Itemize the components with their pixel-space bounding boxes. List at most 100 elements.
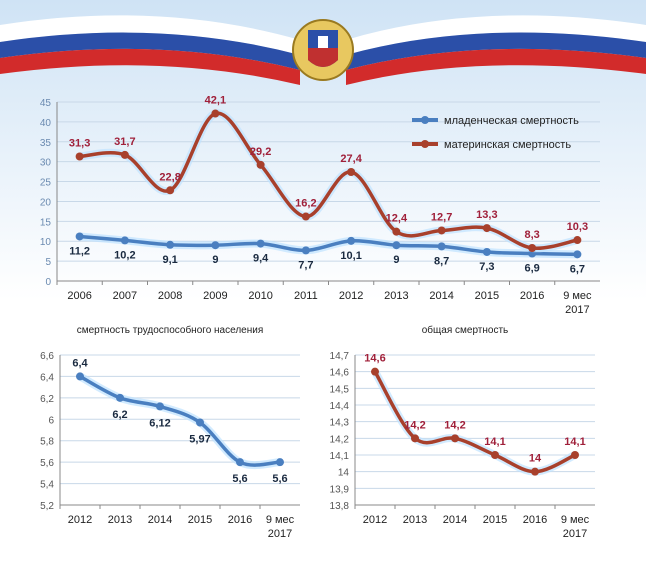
data-label: 6,12 xyxy=(149,417,170,429)
x-tick-label: 2007 xyxy=(113,290,137,302)
data-label: 5,97 xyxy=(189,434,210,446)
x-tick-label: 2016 xyxy=(523,514,547,526)
flag-ribbon xyxy=(0,15,646,85)
legend-label: материнская смертность xyxy=(444,139,571,151)
y-tick-label: 0 xyxy=(45,277,51,288)
data-label: 9,1 xyxy=(162,254,177,266)
coat-of-arms-emblem xyxy=(292,19,354,81)
chart-0: 0 5 10 15 20 25 30 35 40 45 2006 2007 2008 2009 2010 20… xyxy=(40,95,600,316)
y-tick-label: 14 xyxy=(338,468,350,479)
y-tick-label: 6,6 xyxy=(40,351,54,362)
data-point xyxy=(392,241,401,250)
data-point xyxy=(437,242,446,251)
x-tick-label: 2015 xyxy=(188,514,212,526)
y-tick-label: 5,4 xyxy=(40,480,54,491)
x-tick-label: 2008 xyxy=(158,290,182,302)
y-tick-label: 20 xyxy=(40,197,52,208)
x-tick-label: 2013 xyxy=(403,514,427,526)
x-tick-label: 9 мес xyxy=(561,514,590,526)
x-tick-label: 2014 xyxy=(429,290,453,302)
x-tick-label: 9 мес xyxy=(563,290,592,302)
data-label: 31,7 xyxy=(114,136,135,148)
data-label: 6,9 xyxy=(524,263,539,275)
series-glow xyxy=(78,372,281,470)
x-tick-label: 2012 xyxy=(363,514,387,526)
y-tick-label: 15 xyxy=(40,217,52,228)
y-tick-label: 13,8 xyxy=(330,501,350,512)
x-tick-label: 2010 xyxy=(248,290,272,302)
data-point xyxy=(256,239,265,248)
data-label: 14,6 xyxy=(364,353,385,365)
x-tick-label: 2013 xyxy=(384,290,408,302)
data-point xyxy=(437,226,446,235)
data-label: 10,1 xyxy=(340,250,361,262)
legend-label: младенческая смертность xyxy=(444,115,579,127)
x-tick-label: 2012 xyxy=(339,290,363,302)
x-tick-label: 2017 xyxy=(563,528,587,540)
x-tick-label: 2011 xyxy=(294,290,318,302)
legend-marker xyxy=(421,116,429,124)
data-point xyxy=(156,402,164,411)
data-point xyxy=(196,418,204,427)
data-label: 8,3 xyxy=(524,229,539,241)
chart-2: общая смертность 13,8 13,9 14 14,1 14,2 14,3 14… xyxy=(330,324,595,540)
data-label: 42,1 xyxy=(205,95,226,107)
y-tick-label: 5,8 xyxy=(40,437,54,448)
data-point xyxy=(75,152,84,161)
x-tick-label: 9 мес xyxy=(266,514,295,526)
y-tick-label: 14,7 xyxy=(330,351,350,362)
data-point xyxy=(573,236,582,245)
data-point xyxy=(211,109,220,118)
data-label: 14,1 xyxy=(564,436,585,448)
data-label: 29,2 xyxy=(250,146,271,158)
data-label: 22,8 xyxy=(159,171,180,183)
data-label: 12,7 xyxy=(431,211,452,223)
data-label: 14,2 xyxy=(404,419,425,431)
y-tick-label: 10 xyxy=(40,237,52,248)
data-point xyxy=(301,246,310,255)
x-tick-label: 2012 xyxy=(68,514,92,526)
chart-title: общая смертность xyxy=(422,324,509,336)
data-point xyxy=(166,240,175,249)
data-point xyxy=(301,212,310,221)
y-tick-label: 45 xyxy=(40,98,52,109)
x-tick-label: 2009 xyxy=(203,290,227,302)
y-tick-label: 6,4 xyxy=(40,372,54,383)
data-label: 14,2 xyxy=(444,419,465,431)
y-tick-label: 14,2 xyxy=(330,434,350,445)
data-label: 5,6 xyxy=(272,473,287,485)
data-point xyxy=(166,186,175,195)
chart-title: смертность трудоспособного населения xyxy=(77,324,264,336)
data-label: 6,4 xyxy=(72,357,88,369)
x-tick-label: 2015 xyxy=(475,290,499,302)
data-label: 10,3 xyxy=(567,221,588,233)
y-tick-label: 14,5 xyxy=(330,384,350,395)
data-point xyxy=(411,434,419,443)
data-label: 6,7 xyxy=(570,263,585,275)
data-label: 11,2 xyxy=(69,245,90,257)
y-tick-label: 5,2 xyxy=(40,501,54,512)
data-point xyxy=(531,467,539,476)
data-label: 14 xyxy=(529,453,542,465)
data-point xyxy=(276,458,284,467)
data-label: 9 xyxy=(393,254,399,266)
x-tick-label: 2015 xyxy=(483,514,507,526)
y-tick-label: 30 xyxy=(40,158,52,169)
data-point xyxy=(482,247,491,256)
x-tick-label: 2017 xyxy=(565,304,589,316)
y-tick-label: 40 xyxy=(40,118,52,129)
x-tick-label: 2014 xyxy=(148,514,172,526)
data-label: 9,4 xyxy=(253,253,269,265)
y-tick-label: 25 xyxy=(40,178,52,189)
data-point xyxy=(75,232,84,241)
data-point xyxy=(451,434,459,443)
data-point xyxy=(347,168,356,177)
data-point xyxy=(120,150,129,159)
y-tick-label: 6 xyxy=(48,415,54,426)
chart-1: смертность трудоспособного населения 5,2 5… xyxy=(40,324,300,540)
y-tick-label: 5,6 xyxy=(40,458,54,469)
data-point xyxy=(256,160,265,169)
y-tick-label: 35 xyxy=(40,138,52,149)
